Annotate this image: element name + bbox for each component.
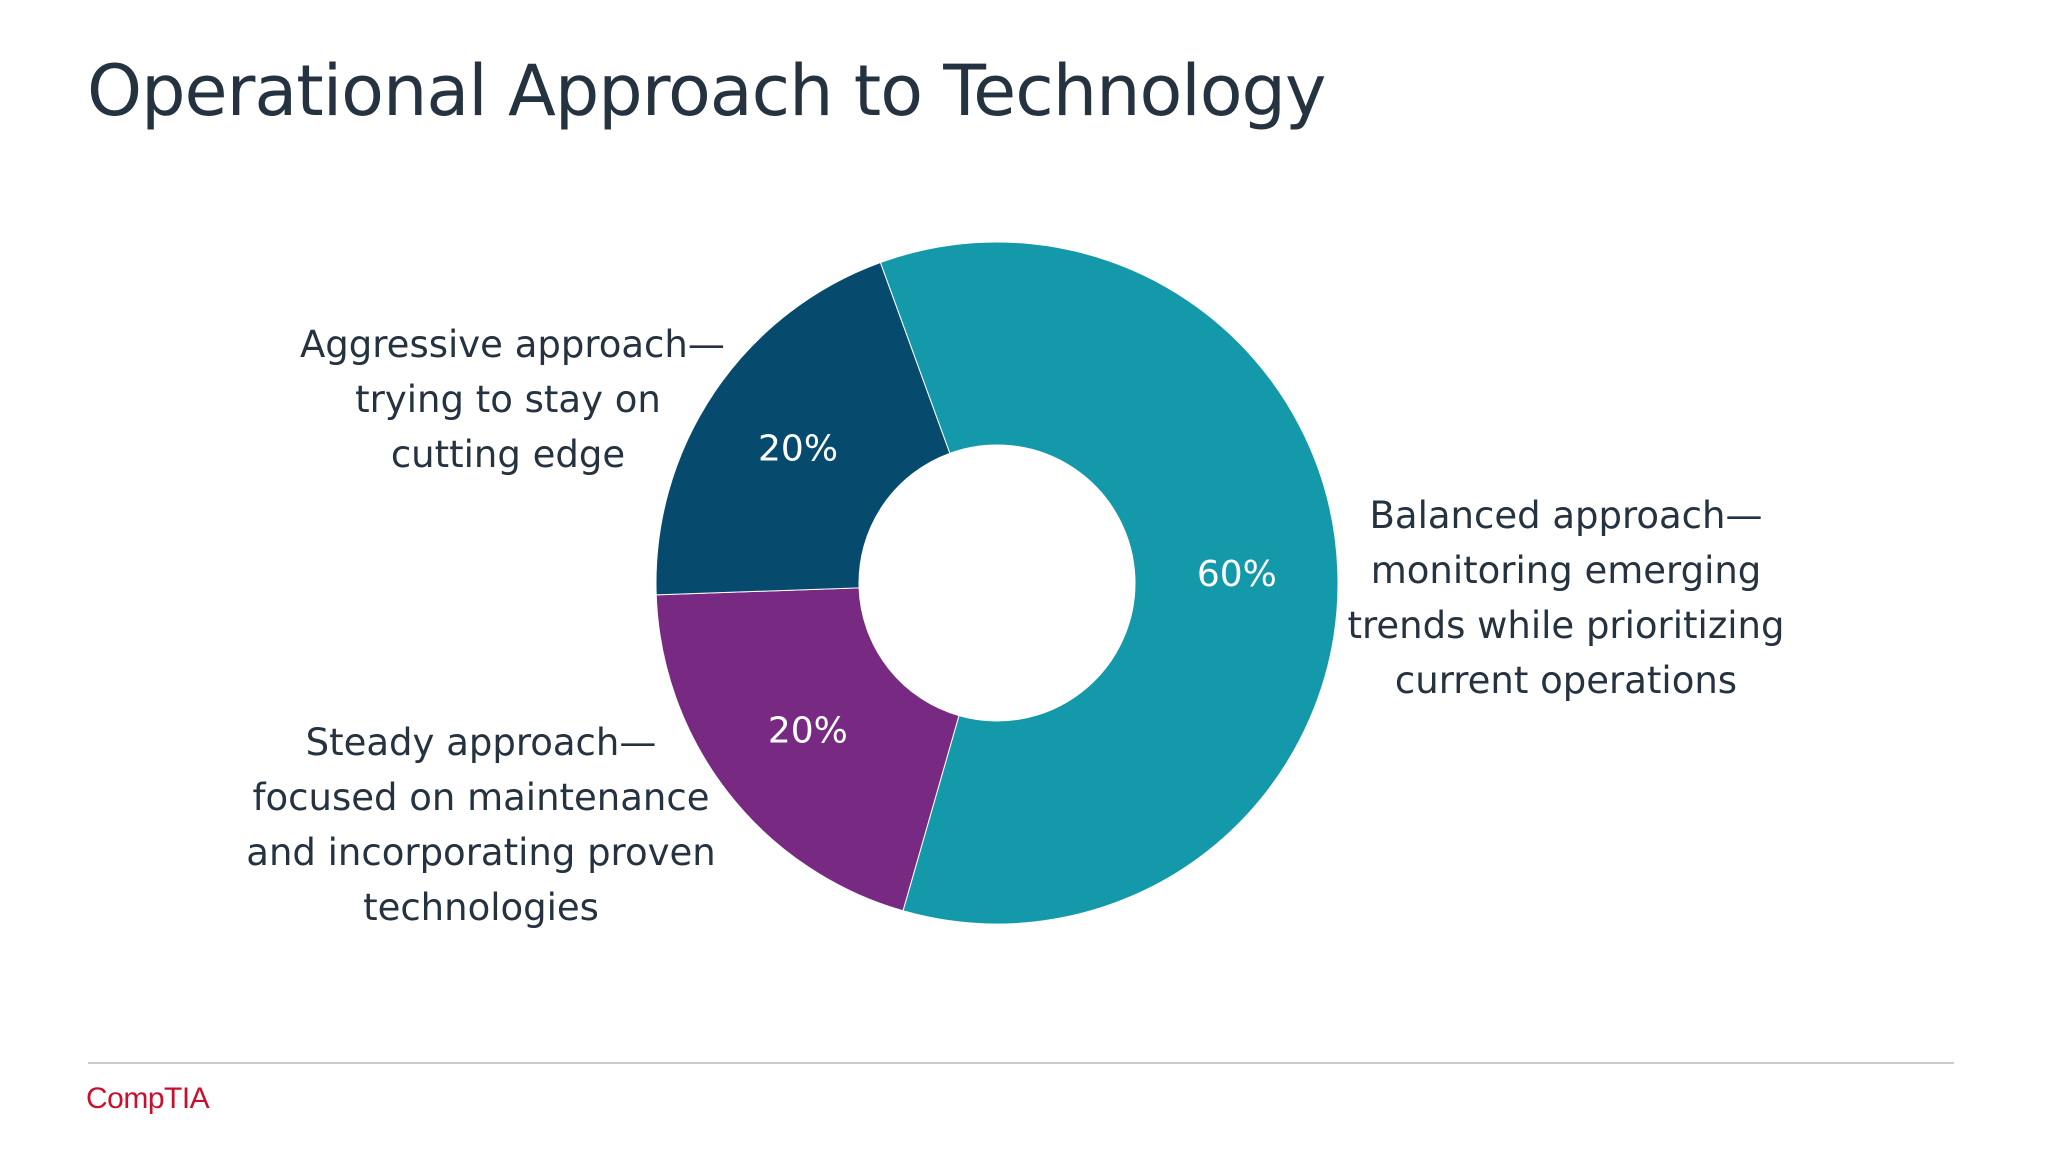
comptia-logo: CompTIA xyxy=(86,1082,210,1115)
category-label-aggressive: Aggressive approach— trying to stay on c… xyxy=(300,323,725,476)
slice-aggressive xyxy=(655,261,951,596)
data-label-aggressive: 20% xyxy=(758,428,838,469)
footer-divider xyxy=(88,1062,1954,1064)
category-label-balanced: Balanced approach— monitoring emerging t… xyxy=(1347,494,1785,702)
labels-layer: 60% 20% 20% xyxy=(758,428,1277,751)
slice-balanced xyxy=(879,241,1339,925)
category-label-steady: Steady approach— focused on maintenance … xyxy=(246,721,716,929)
slices-layer xyxy=(655,241,1339,925)
page-title: Operational Approach to Technology xyxy=(87,50,1326,132)
data-label-steady: 20% xyxy=(768,710,848,751)
data-label-balanced: 60% xyxy=(1197,554,1277,595)
slice-steady xyxy=(655,587,960,912)
